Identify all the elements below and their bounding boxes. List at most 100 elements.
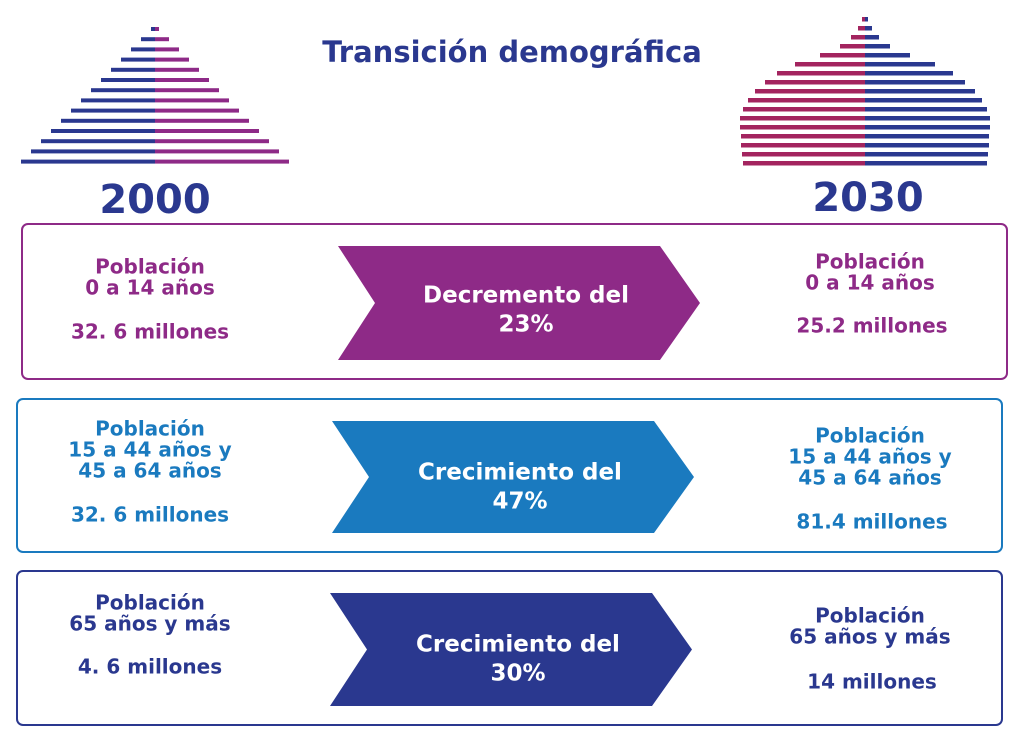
pyramid-bar xyxy=(865,125,990,130)
pyramid-bar xyxy=(155,57,189,62)
pyramid-bar xyxy=(865,71,953,76)
arrow-text: Decremento del xyxy=(423,283,629,309)
title: Transición demográfica xyxy=(322,35,702,69)
pyramid-bar xyxy=(740,116,865,121)
pyramid-bar xyxy=(121,57,155,62)
pyramid-bar xyxy=(865,35,879,40)
pyramid-bar xyxy=(155,149,279,154)
pyramid-bar xyxy=(81,98,155,103)
pyramid-bar xyxy=(865,152,988,157)
pyramid-bar xyxy=(865,98,982,103)
pyramid-bar xyxy=(865,26,872,31)
pyramid-bar xyxy=(741,134,865,139)
pyramid-bar xyxy=(155,108,239,113)
pyramid-bar xyxy=(71,108,155,113)
pyramid-bar xyxy=(741,143,865,148)
pyramid-bar xyxy=(865,53,910,58)
pyramid-bar xyxy=(865,17,868,22)
right-label: Población xyxy=(815,604,925,628)
pyramid-bar xyxy=(111,67,155,72)
right-value: 25.2 millones xyxy=(796,314,947,338)
left-label: Población xyxy=(95,417,205,441)
pyramid-bar xyxy=(740,125,865,130)
pyramid-bar xyxy=(820,53,865,58)
pyramid-bar xyxy=(858,26,865,31)
pyramid-bar xyxy=(862,17,865,22)
right-label: 45 a 64 años xyxy=(798,466,941,490)
left-label: Población xyxy=(95,591,205,615)
pyramid-bar xyxy=(755,89,865,94)
pyramid-bar xyxy=(91,88,155,93)
arrow-text: 47% xyxy=(492,489,547,515)
pyramids xyxy=(21,17,990,166)
pyramid-bar xyxy=(840,44,865,49)
pyramid-bar xyxy=(51,129,155,133)
pyramid-bar xyxy=(141,37,155,42)
arrow xyxy=(330,593,692,706)
year-left: 2000 xyxy=(99,177,210,223)
row-box xyxy=(21,223,1008,380)
pyramid-bar xyxy=(21,159,155,164)
pyramid-bar xyxy=(748,98,865,103)
pyramid-bar xyxy=(865,89,975,94)
arrow xyxy=(332,421,694,533)
year-right: 2030 xyxy=(812,175,923,221)
left-value: 32. 6 millones xyxy=(71,320,229,344)
arrow-text: Crecimiento del xyxy=(418,460,622,486)
pyramid-bar xyxy=(743,161,865,166)
left-label: 15 a 44 años y xyxy=(68,438,231,462)
pyramid-bar xyxy=(765,80,865,85)
right-value: 81.4 millones xyxy=(796,510,947,534)
pyramid-bar xyxy=(155,27,159,31)
right-label: Población xyxy=(815,250,925,274)
pyramid-bar xyxy=(155,159,289,164)
arrow-text: 23% xyxy=(498,312,553,338)
pyramid-bar xyxy=(155,78,209,82)
right-label: 15 a 44 años y xyxy=(788,445,951,469)
pyramid-bar xyxy=(155,88,219,93)
pyramid-bar xyxy=(777,71,865,76)
arrow-text: Crecimiento del xyxy=(416,632,620,658)
left-label: 0 a 14 años xyxy=(85,276,215,300)
pyramid-bar xyxy=(155,129,259,133)
arrow-text: 30% xyxy=(490,661,545,687)
pyramid-bar xyxy=(851,35,865,40)
pyramid-bar xyxy=(151,27,155,31)
row-box xyxy=(16,398,1003,553)
arrow xyxy=(338,246,700,360)
pyramid-bar xyxy=(61,118,155,123)
pyramid-bar xyxy=(742,152,865,157)
pyramid-bar xyxy=(865,143,989,148)
row-box xyxy=(16,570,1003,726)
pyramid-bar xyxy=(865,107,987,112)
right-value: 14 millones xyxy=(807,670,937,694)
pyramid-bar xyxy=(101,78,155,82)
right-label: 65 años y más xyxy=(789,625,950,649)
pyramid-bar xyxy=(865,80,965,85)
pyramid-bar xyxy=(865,62,935,67)
pyramid-bar xyxy=(865,116,990,121)
right-label: 0 a 14 años xyxy=(805,271,935,295)
pyramid-bar xyxy=(865,44,890,49)
pyramid-bar xyxy=(41,139,155,144)
right-label: Población xyxy=(815,424,925,448)
pyramid-bar xyxy=(155,118,249,123)
pyramid-bar xyxy=(743,107,865,112)
left-label: Población xyxy=(95,255,205,279)
pyramid-bar xyxy=(865,161,987,166)
pyramid-bar xyxy=(155,67,199,72)
pyramid-bar xyxy=(155,37,169,42)
pyramid-bar xyxy=(155,139,269,144)
pyramid-bar xyxy=(131,47,155,52)
pyramid-bar xyxy=(31,149,155,154)
left-label: 45 a 64 años xyxy=(78,459,221,483)
pyramid-bar xyxy=(155,98,229,103)
pyramid-bar xyxy=(155,47,179,52)
left-label: 65 años y más xyxy=(69,612,230,636)
pyramid-bar xyxy=(795,62,865,67)
left-value: 32. 6 millones xyxy=(71,503,229,527)
